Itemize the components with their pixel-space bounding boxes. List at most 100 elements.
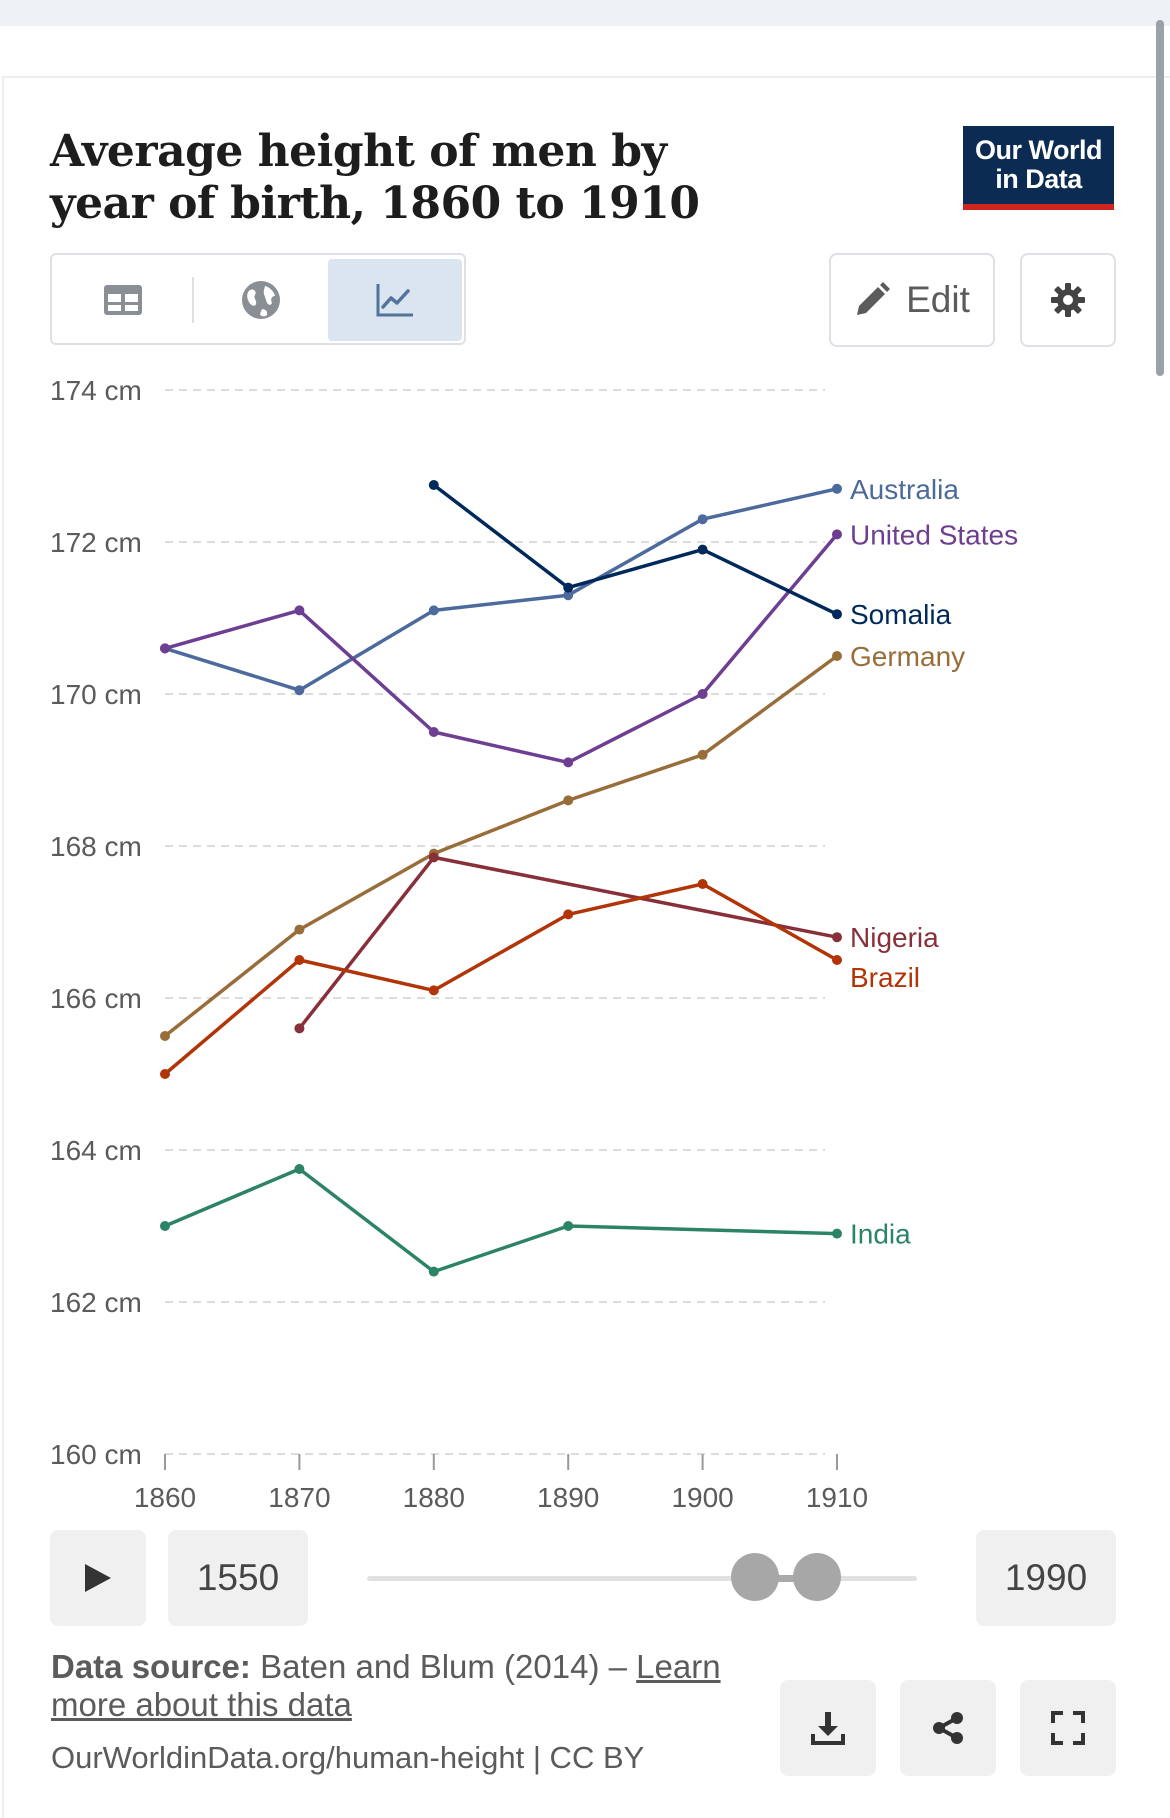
x-tick-label: 1900 xyxy=(671,1482,733,1513)
fullscreen-button[interactable] xyxy=(1020,1680,1116,1776)
data-point xyxy=(697,514,708,525)
data-point xyxy=(160,643,170,654)
y-tick-label: 174 cm xyxy=(50,375,142,406)
series-line xyxy=(164,1167,838,1274)
data-point xyxy=(428,1266,439,1277)
x-tick-label: 1870 xyxy=(268,1482,330,1513)
x-tick-label: 1890 xyxy=(537,1482,599,1513)
data-point xyxy=(428,727,439,737)
timeline-start-handle[interactable] xyxy=(731,1553,779,1601)
y-tick-label: 170 cm xyxy=(50,679,142,710)
series-label: Nigeria xyxy=(850,922,939,953)
globe-icon xyxy=(242,281,280,319)
tab-table[interactable] xyxy=(56,259,190,341)
chart-url-license: OurWorldinData.org/human-height | CC BY xyxy=(51,1740,645,1775)
series-line xyxy=(163,654,839,1038)
logo-line-2: in Data xyxy=(995,164,1082,194)
data-point xyxy=(563,909,574,920)
gear-icon xyxy=(1051,283,1085,317)
y-tick-label: 164 cm xyxy=(50,1135,142,1166)
timeline-start-year[interactable]: 1550 xyxy=(168,1530,308,1626)
data-point xyxy=(428,605,439,616)
y-tick-label: 162 cm xyxy=(50,1287,142,1318)
tab-map[interactable] xyxy=(194,259,328,341)
data-point xyxy=(160,1221,170,1231)
data-point xyxy=(294,1164,305,1174)
y-tick-label: 168 cm xyxy=(50,831,142,862)
data-point xyxy=(294,685,305,696)
data-point xyxy=(294,605,305,616)
y-tick-label: 160 cm xyxy=(50,1439,142,1470)
line-chart-icon xyxy=(376,284,413,317)
timeline-end-handle[interactable] xyxy=(793,1553,841,1601)
series-label: Germany xyxy=(850,641,965,672)
data-point xyxy=(832,483,842,494)
data-point xyxy=(428,985,439,996)
data-point xyxy=(832,529,842,540)
series-label: India xyxy=(850,1219,911,1250)
data-point xyxy=(697,544,708,555)
timeline-slider-track[interactable] xyxy=(367,1576,917,1581)
logo-line-1: Our World xyxy=(975,135,1103,165)
data-point xyxy=(697,749,708,760)
series-label: United States xyxy=(850,519,1018,550)
data-source-label: Data source: xyxy=(51,1648,251,1685)
play-icon xyxy=(85,1564,111,1592)
timeline-selected-range xyxy=(756,1575,818,1582)
data-point xyxy=(697,689,708,699)
data-point xyxy=(294,924,305,935)
download-button[interactable] xyxy=(780,1680,876,1776)
share-button[interactable] xyxy=(900,1680,996,1776)
owid-logo[interactable]: Our World in Data xyxy=(963,126,1114,210)
scrollbar[interactable] xyxy=(1156,20,1164,376)
timeline-end-year[interactable]: 1990 xyxy=(976,1530,1116,1626)
series-line xyxy=(164,533,839,765)
tab-chart[interactable] xyxy=(328,259,462,341)
series-line xyxy=(163,882,838,1076)
edit-button[interactable]: Edit xyxy=(829,253,995,347)
data-point xyxy=(697,879,708,889)
play-button[interactable] xyxy=(50,1530,146,1626)
data-point xyxy=(563,582,574,593)
data-point xyxy=(832,955,842,965)
data-point xyxy=(294,1023,305,1034)
settings-button[interactable] xyxy=(1020,253,1116,347)
line-chart: 160 cm 162 cm 164 cm 166 cm 168 cm 170 cm 172 … xyxy=(50,375,1018,1513)
data-point xyxy=(832,1228,842,1239)
data-source-note: Data source: Baten and Blum (2014) – Lea… xyxy=(51,1648,771,1724)
share-icon xyxy=(933,1712,963,1744)
y-tick-label: 166 cm xyxy=(50,983,142,1014)
y-tick-label: 172 cm xyxy=(50,527,142,558)
data-point xyxy=(563,1221,574,1231)
tab-divider xyxy=(192,277,194,323)
edit-button-label: Edit xyxy=(906,279,970,320)
data-point xyxy=(563,757,574,768)
view-tabs xyxy=(50,253,466,345)
data-point xyxy=(160,1031,170,1041)
data-point xyxy=(563,795,574,806)
data-source-text: Baten and Blum (2014) – xyxy=(250,1648,637,1685)
data-point xyxy=(832,651,842,661)
data-point xyxy=(563,590,574,601)
x-tick-label: 1910 xyxy=(806,1482,868,1513)
x-tick-label: 1880 xyxy=(403,1482,465,1513)
series-label: Somalia xyxy=(850,599,952,630)
data-point xyxy=(294,955,305,965)
data-point xyxy=(832,609,842,620)
x-tick-label: 1860 xyxy=(134,1482,196,1513)
series-label: Australia xyxy=(850,474,959,505)
learn-more-link[interactable]: Learn more about this data xyxy=(51,1648,721,1723)
series-label: Brazil xyxy=(850,962,920,993)
data-point xyxy=(428,852,439,863)
series-line xyxy=(164,487,838,692)
browser-top-bar xyxy=(0,0,1170,26)
data-point xyxy=(832,932,842,943)
table-icon xyxy=(104,285,142,315)
chart-title: Average height of men by year of birth, … xyxy=(50,126,700,229)
data-point xyxy=(428,480,439,490)
series-line xyxy=(432,483,838,616)
pencil-icon xyxy=(857,282,891,315)
chart-card xyxy=(2,76,1170,1818)
data-point xyxy=(160,1069,170,1079)
download-icon xyxy=(811,1712,845,1745)
